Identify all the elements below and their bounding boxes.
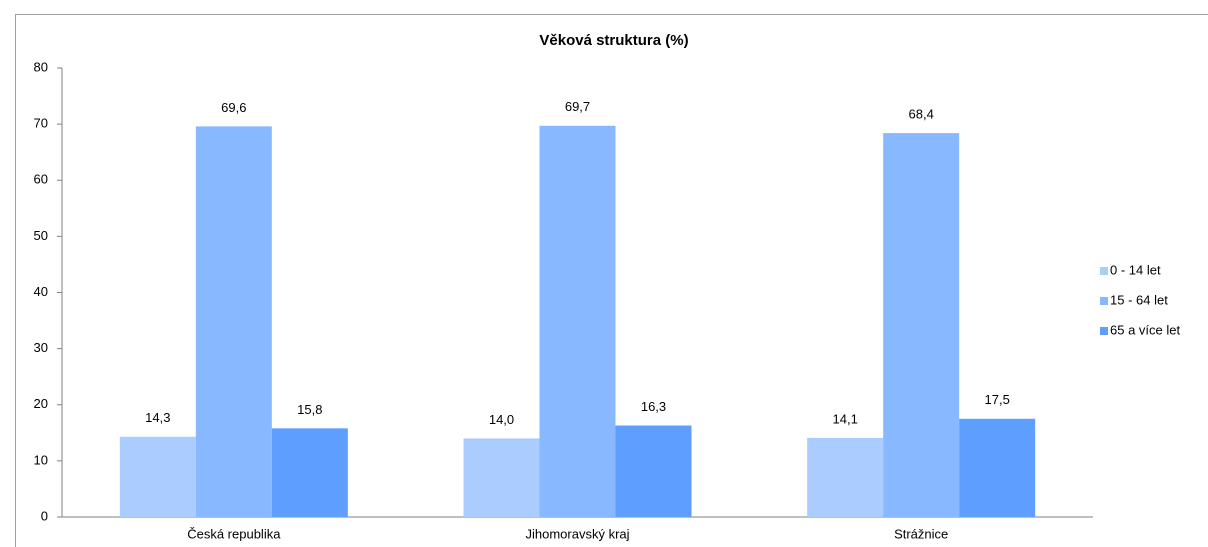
legend-label: 0 - 14 let [1110,262,1161,277]
bar [959,418,1036,517]
y-tick-label: 60 [34,172,48,187]
data-label: 14,3 [145,410,170,425]
bar [615,425,692,517]
bar [195,126,272,518]
y-tick-label: 0 [41,508,48,523]
bar [883,133,960,518]
y-tick-label: 40 [34,284,48,299]
legend-swatch [1100,267,1108,275]
data-label: 16,3 [641,399,666,414]
chart-title: Věková struktura (%) [539,32,688,49]
legend-label: 65 a více let [1110,322,1180,337]
data-label: 17,5 [985,392,1010,407]
x-tick-label: Strážnice [894,526,948,541]
y-tick-label: 70 [34,116,48,131]
y-tick-label: 30 [34,340,48,355]
data-label: 15,8 [297,402,322,417]
bar [271,428,348,517]
bar [119,436,196,517]
legend-label: 15 - 64 let [1110,292,1168,307]
data-label: 69,7 [565,99,590,114]
x-tick-label: Česká republika [187,526,281,541]
x-tick-label: Jihomoravský kraj [525,526,629,541]
legend-swatch [1100,327,1108,335]
bar [807,437,884,517]
data-label: 14,0 [489,412,514,427]
y-tick-label: 50 [34,228,48,243]
data-label: 68,4 [909,107,934,122]
bar [463,438,540,517]
data-label: 69,6 [221,100,246,115]
y-tick-label: 80 [34,59,48,74]
bar [539,125,616,517]
y-tick-label: 10 [34,452,48,467]
data-label: 14,1 [833,411,858,426]
legend-swatch [1100,297,1108,305]
y-tick-label: 20 [34,396,48,411]
